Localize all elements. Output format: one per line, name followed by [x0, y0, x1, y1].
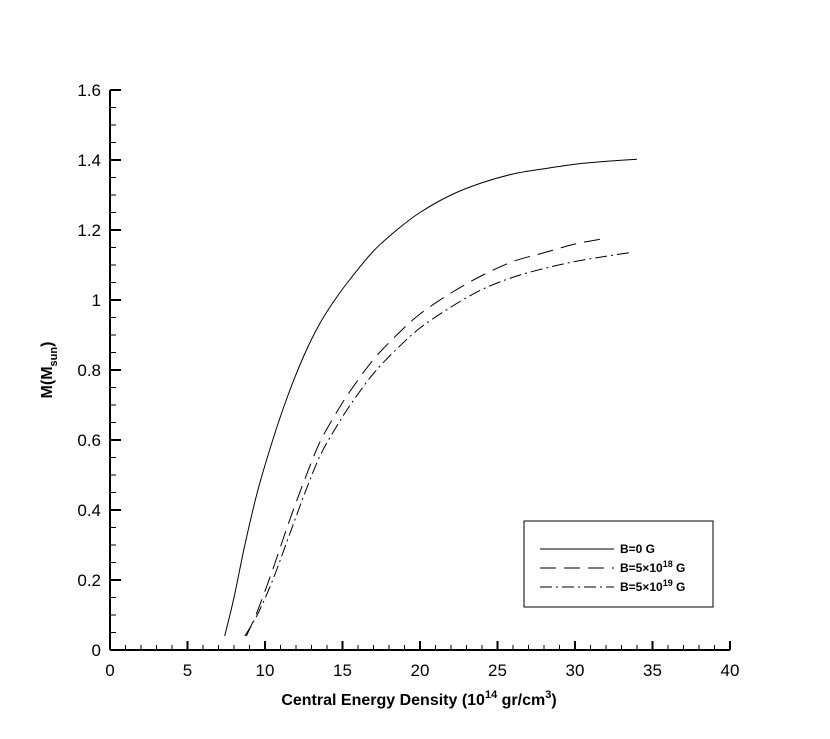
series-line-b0: [224, 158, 638, 637]
y-tick-label: 1.2: [77, 221, 101, 240]
y-tick-label: 0.4: [77, 501, 101, 520]
x-tick-label: 0: [105, 661, 114, 680]
x-tick-label: 5: [183, 661, 192, 680]
y-tick-label: 1.6: [77, 81, 101, 100]
x-tick-label: 25: [488, 661, 507, 680]
y-tick-label: 1.4: [77, 151, 101, 170]
legend-label-b5e18: B=5×1018 G: [620, 559, 685, 575]
x-tick-label: 30: [566, 661, 585, 680]
y-tick-label: 0.6: [77, 431, 101, 450]
legend-label-b0: B=0 G: [620, 542, 655, 556]
x-tick-label: 10: [256, 661, 275, 680]
x-axis-title: Central Energy Density (1014 gr/cm3): [281, 689, 556, 709]
x-tick-label: 20: [411, 661, 430, 680]
x-axis-ticks: 0 5 10 15 20 25 30 35 40: [105, 641, 739, 680]
y-axis-ticks: 0 0.2 0.4 0.6 0.8 1 1.2 1.4 1.6: [77, 81, 121, 660]
legend: B=0 G B=5×1018 G B=5×1019 G: [523, 520, 714, 608]
legend-box: [523, 520, 714, 608]
series-line-b5e19: [244, 252, 630, 637]
x-tick-label: 35: [643, 661, 662, 680]
series-line-b5e18: [245, 238, 603, 637]
y-tick-label: 1: [92, 291, 101, 310]
y-axis-title: M(Msun): [39, 342, 60, 399]
series-layer: [224, 158, 638, 637]
y-tick-label: 0.2: [77, 571, 101, 590]
x-tick-label: 40: [721, 661, 740, 680]
legend-label-b5e19: B=5×1019 G: [620, 578, 685, 594]
y-tick-label: 0.8: [77, 361, 101, 380]
y-tick-label: 0: [92, 641, 101, 660]
x-tick-label: 15: [333, 661, 352, 680]
